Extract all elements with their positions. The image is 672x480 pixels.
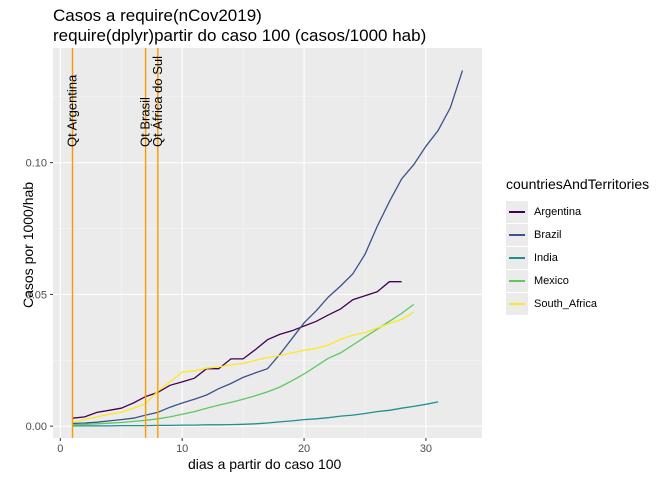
series-line-argentina [72,281,402,419]
vline-label: Qt África do Sul [150,56,165,147]
series-line-brazil [72,70,464,425]
legend-label: India [534,251,558,264]
legend-items: Argentina Brazil India Mexico South_Africa [506,200,650,315]
legend-key [506,246,528,269]
x-tick-label: 30 [420,443,432,455]
legend-item: Argentina [506,200,650,223]
y-axis: 0.00 0.05 0.10 [26,158,53,433]
legend-key [506,200,528,223]
series-line-south-africa [72,311,415,423]
vline-label: Qt Brasil [138,97,153,147]
series-line-mexico [72,303,415,426]
legend-item: India [506,246,650,269]
legend: countriesAndTerritories Argentina Brazil I… [506,176,650,315]
legend-key [506,223,528,246]
x-tick-label: 0 [57,443,63,455]
x-tick-label: 20 [298,443,310,455]
x-tick-label: 10 [176,443,188,455]
x-axis-label: dias a partir do caso 100 [188,456,342,472]
legend-title: countriesAndTerritories [506,176,650,192]
y-tick-label: 0.05 [26,289,47,301]
series-line-india [72,401,439,427]
legend-key [506,292,528,315]
y-tick-label: 0.10 [26,158,47,170]
legend-label: Argentina [534,205,582,218]
legend-label: Mexico [534,274,569,287]
vline-label: Qt Argentina [65,74,80,147]
grid [53,48,482,438]
y-axis-label: Casos por 1000/hab [20,181,36,308]
legend-label: South_Africa [534,297,597,310]
y-tick-label: 0.00 [26,421,47,433]
legend-item: Brazil [506,223,650,246]
plot-panel [53,48,482,438]
legend-label: Brazil [534,228,562,241]
legend-key [506,269,528,292]
legend-item: Mexico [506,269,650,292]
chart-title: Casos a require(nCov2019) [53,6,262,25]
series-lines [72,70,464,427]
x-axis: 0 10 20 30 [57,438,432,455]
chart-subtitle: require(dplyr)partir do caso 100 (casos/… [53,26,427,45]
legend-item: South_Africa [506,292,650,315]
